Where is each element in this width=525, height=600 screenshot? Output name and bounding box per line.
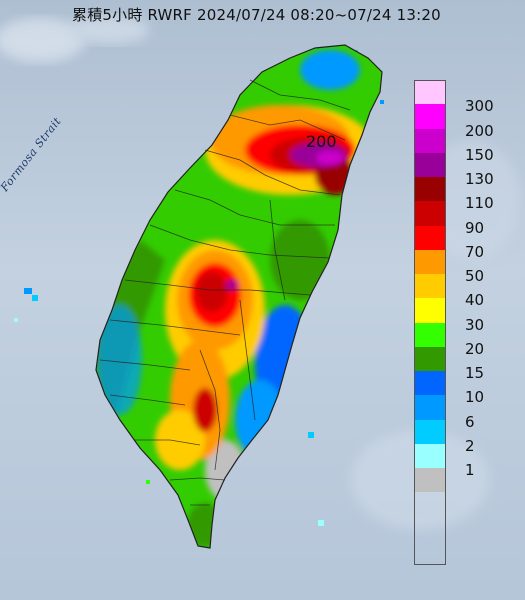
island-outline: [95, 44, 383, 549]
legend-swatch: [414, 80, 446, 105]
peak-value-label: 200: [306, 132, 337, 151]
legend-swatch: [414, 225, 446, 250]
legend-label: 70: [465, 242, 485, 261]
legend-label: 300: [465, 97, 494, 116]
legend-row: 90: [414, 219, 524, 250]
legend-row: 10: [414, 388, 524, 420]
legend-row: 1: [414, 461, 524, 493]
legend-row: 15: [414, 364, 524, 396]
legend-row: 6: [414, 413, 524, 444]
legend-row: 200: [414, 122, 524, 153]
legend-swatch: [414, 249, 446, 274]
legend-label: 10: [465, 388, 485, 407]
legend-swatch: [414, 395, 446, 420]
legend-row: 150: [414, 146, 524, 177]
legend-swatch: [414, 104, 446, 129]
legend-label: 150: [465, 145, 494, 164]
legend-label: 2: [465, 436, 475, 455]
map-title: 累積5小時 RWRF 2024/07/24 08:20~07/24 13:20: [72, 6, 441, 24]
legend-row: 2: [414, 437, 524, 468]
legend-label: 130: [465, 170, 494, 188]
legend-label: 200: [465, 121, 494, 140]
legend-row: 130: [414, 170, 524, 202]
legend-row: 30: [414, 316, 524, 347]
legend-label: 90: [465, 218, 485, 237]
legend-swatch: [414, 371, 446, 396]
legend-swatch: [414, 298, 446, 323]
legend-label: 30: [465, 315, 485, 334]
legend-label: 40: [465, 291, 485, 310]
county-boundaries: [99, 79, 351, 506]
legend-label: 50: [465, 267, 485, 285]
legend-swatch: [414, 201, 446, 226]
legend-row: 40: [414, 291, 524, 323]
legend-swatch: [414, 152, 446, 177]
legend-row: [414, 80, 524, 105]
legend-label: 15: [465, 364, 485, 382]
legend-label: 1: [465, 461, 475, 479]
legend-label: 20: [465, 339, 485, 358]
legend-swatch: [414, 128, 446, 153]
legend-label: 110: [465, 194, 494, 213]
legend-row: 110: [414, 194, 524, 226]
legend-swatch: [414, 419, 446, 444]
legend-swatch: [414, 177, 446, 202]
legend-row: 300: [414, 97, 524, 129]
color-legend: 300 200 150 130 110 90 70 50 40 30 20 15 10 6 2 1: [414, 80, 524, 493]
legend-swatch: [414, 346, 446, 371]
legend-label: 6: [465, 412, 475, 431]
legend-swatch: [414, 468, 446, 493]
legend-row: 70: [414, 243, 524, 274]
legend-row: 20: [414, 340, 524, 371]
legend-swatch: [414, 274, 446, 299]
legend-swatch: [414, 322, 446, 347]
legend-swatch: [414, 443, 446, 468]
legend-row: 50: [414, 267, 524, 299]
